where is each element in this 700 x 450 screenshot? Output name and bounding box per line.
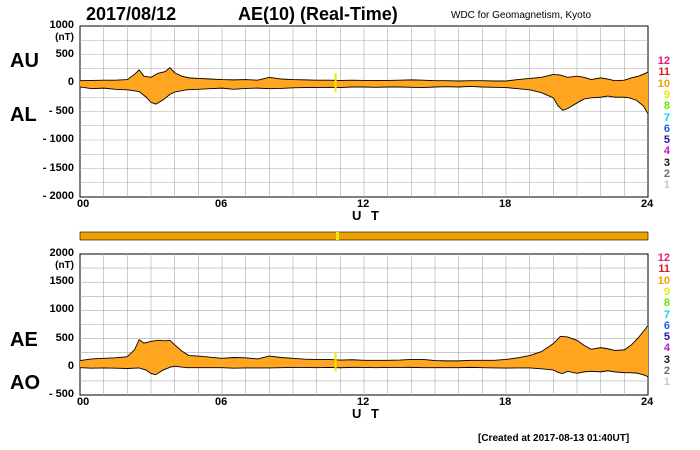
au-series-line: [79, 66, 649, 82]
source-credit: WDC for Geomagnetism, Kyoto: [451, 10, 592, 21]
level-legend-item: 8: [663, 297, 670, 310]
ae-series-line: [79, 325, 649, 362]
top-x-tick-label: 24: [641, 198, 654, 210]
level-legend-item: 10: [657, 274, 670, 287]
top-x-tick-label: 00: [77, 198, 90, 210]
bottom-y-tick-label: - 500: [48, 388, 74, 400]
bottom-unit-label: (nT): [55, 260, 74, 271]
level-legend-item: 10: [657, 77, 670, 90]
bottom-x-tick-label: 18: [499, 396, 512, 408]
activity-bar: [79, 231, 649, 241]
date-title: 2017/08/12: [86, 4, 177, 24]
bottom-x-tick-label: 06: [215, 396, 228, 408]
al-series-line: [79, 85, 649, 115]
level-legend-item: 9: [663, 285, 670, 298]
top-unit-label: (nT): [55, 32, 74, 43]
level-legend-item: 4: [663, 342, 670, 355]
level-legend-item: 2: [663, 365, 670, 377]
top-x-tick-label: 12: [357, 198, 370, 210]
level-legend-item: 2: [663, 168, 670, 180]
al-label: AL: [10, 104, 37, 126]
level-legend-item: 12: [657, 252, 670, 264]
level-legend-item: 1: [663, 179, 670, 192]
level-legend-item: 7: [663, 111, 670, 124]
top-y-tick-label: - 2000: [42, 190, 74, 202]
level-legend-item: 3: [663, 353, 670, 366]
top-y-tick-label: - 1000: [42, 133, 74, 145]
level-legend-item: 6: [663, 122, 670, 135]
level-legend-item: 9: [663, 88, 670, 101]
level-legend-item: 3: [663, 156, 670, 169]
level-legend-item: 6: [663, 319, 670, 332]
top-x-tick-label: 18: [499, 198, 512, 210]
ae-label: AE: [10, 329, 38, 351]
bottom-y-tick-label: 0: [67, 359, 74, 372]
bottom-y-tick-label: 500: [55, 331, 74, 344]
bottom-y-tick-label: 1000: [49, 303, 74, 316]
top-x-axis-title: U T: [352, 208, 382, 223]
bottom-x-tick-label: 12: [357, 396, 370, 408]
level-legend-item: 12: [657, 55, 670, 67]
top-y-tick-label: 1000: [49, 19, 74, 31]
bottom-y-tick-label: 2000: [49, 247, 74, 259]
bottom-x-tick-label: 00: [77, 396, 90, 408]
created-timestamp: [Created at 2017-08-13 01:40UT]: [478, 433, 630, 444]
level-legend-item: 7: [663, 308, 670, 321]
bottom-y-tick-label: 1500: [49, 275, 74, 288]
top-y-tick-label: 500: [55, 47, 74, 60]
chart-title: AE(10) (Real-Time): [238, 4, 398, 24]
bottom-band-area: [80, 325, 648, 377]
level-legend-item: 4: [663, 145, 670, 158]
level-legend-item: 11: [658, 263, 670, 276]
level-legend-item: 5: [663, 134, 670, 147]
ao-label: AO: [10, 372, 40, 394]
au-label: AU: [10, 50, 39, 72]
level-legend-item: 11: [658, 66, 670, 79]
ao-series-line: [79, 365, 649, 378]
level-legend-item: 5: [663, 331, 670, 344]
level-legend-item: 8: [663, 100, 670, 113]
bottom-x-tick-label: 24: [641, 396, 654, 408]
top-y-tick-label: 0: [67, 76, 74, 88]
top-y-tick-label: - 500: [48, 104, 74, 117]
bottom-x-axis-title: U T: [352, 406, 382, 421]
top-y-tick-label: - 1500: [42, 161, 74, 174]
level-legend-item: 1: [663, 376, 670, 389]
top-x-tick-label: 06: [215, 198, 228, 210]
activity-bar-marker: [336, 232, 339, 240]
